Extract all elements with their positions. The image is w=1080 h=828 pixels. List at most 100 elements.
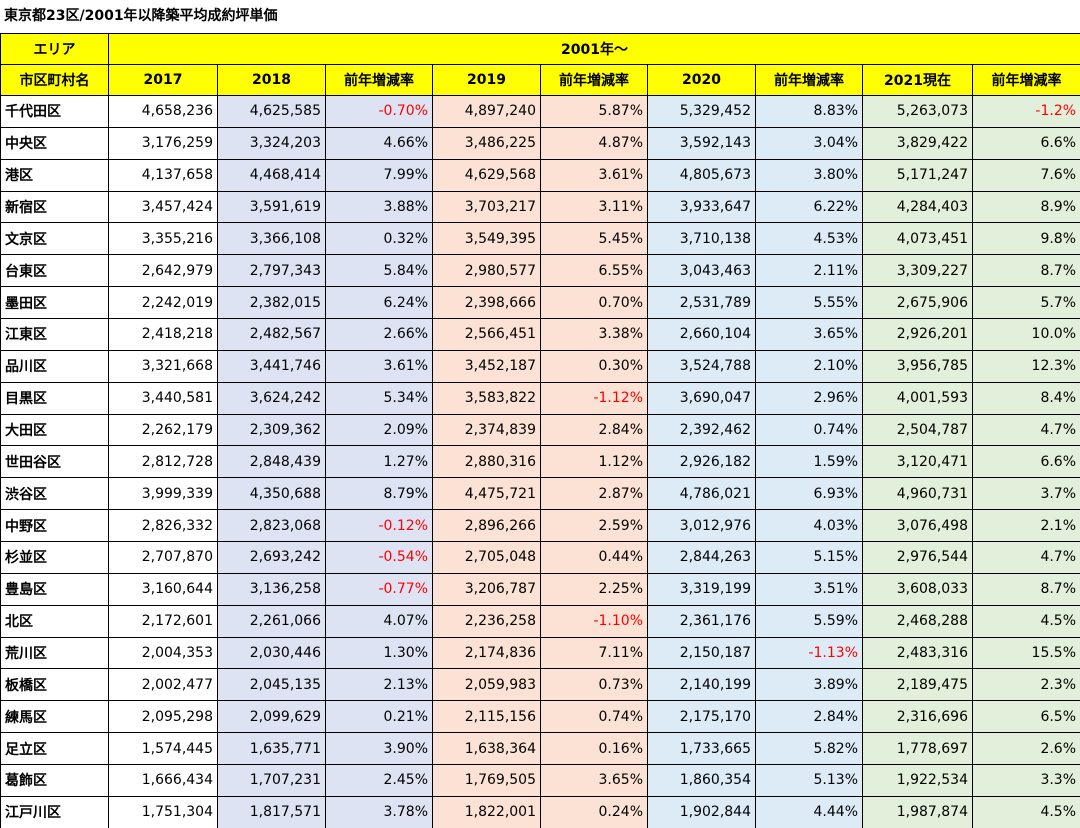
header-cell: エリア	[0, 33, 109, 65]
value-cell: 2,675,906	[862, 286, 973, 320]
value-cell: 2,099,629	[217, 700, 326, 734]
value-cell: 1,638,364	[432, 732, 541, 766]
value-cell: 2,483,316	[862, 636, 973, 670]
value-cell: 2,059,983	[432, 668, 541, 702]
value-cell: 5.7%	[971, 286, 1080, 320]
value-cell: 0.70%	[540, 286, 648, 320]
value-cell: 3,549,395	[432, 222, 541, 256]
value-cell: 2,115,156	[432, 700, 541, 734]
value-cell: 0.74%	[540, 700, 648, 734]
value-cell: 8.4%	[971, 381, 1080, 415]
value-cell: 4.5%	[971, 604, 1080, 638]
value-cell: 5,329,452	[647, 95, 756, 128]
value-cell: 2,174,836	[432, 636, 541, 670]
value-cell: 5.13%	[755, 764, 863, 797]
value-cell: 2.3%	[971, 668, 1080, 702]
value-cell: 4.7%	[971, 541, 1080, 574]
value-cell: -0.70%	[325, 95, 433, 128]
value-cell: 12.3%	[971, 349, 1080, 383]
value-cell: 3,583,822	[432, 381, 541, 415]
value-cell: 1,769,505	[432, 764, 541, 797]
data-row: 杉並区 2,707,870 2,693,242 -0.54% 2,705,048 0.44…	[0, 541, 1080, 574]
value-cell: 5.45%	[540, 222, 648, 256]
value-cell: 2.84%	[540, 413, 648, 447]
ward-name: 港区	[0, 158, 109, 192]
value-cell: 0.32%	[325, 222, 433, 256]
ward-name: 板橋区	[0, 668, 109, 702]
value-cell: 2,175,170	[647, 700, 756, 734]
value-cell: 3,012,976	[647, 509, 756, 543]
value-cell: 2,980,577	[432, 254, 541, 288]
value-cell: 2,361,176	[647, 604, 756, 638]
value-cell: 0.44%	[540, 541, 648, 574]
value-cell: 2,150,187	[647, 636, 756, 670]
data-row: 足立区 1,574,445 1,635,771 3.90% 1,638,364 0.16%…	[0, 732, 1080, 766]
header-cell: 2018	[217, 64, 326, 96]
value-cell: 2.10%	[755, 349, 863, 383]
header-row: エリア 2001年～	[0, 33, 1080, 65]
value-cell: 0.24%	[540, 795, 648, 828]
data-row: 千代田区 4,658,236 4,625,585 -0.70% 4,897,240 5.8…	[0, 95, 1080, 128]
value-cell: 0.16%	[540, 732, 648, 766]
value-cell: 4,629,568	[432, 158, 541, 192]
value-cell: 2.13%	[325, 668, 433, 702]
value-cell: 3,591,619	[217, 190, 326, 224]
value-cell: 3,206,787	[432, 572, 541, 606]
value-cell: -0.54%	[325, 541, 433, 574]
value-cell: 5.55%	[755, 286, 863, 320]
value-cell: 4.66%	[325, 126, 433, 160]
value-cell: 3.65%	[755, 318, 863, 351]
value-cell: 3,324,203	[217, 126, 326, 160]
value-cell: 2,398,666	[432, 286, 541, 320]
data-row: 中野区 2,826,332 2,823,068 -0.12% 2,896,266 2.59…	[0, 509, 1080, 543]
value-cell: 10.0%	[971, 318, 1080, 351]
value-cell: 2,504,787	[862, 413, 973, 447]
value-cell: 6.6%	[971, 126, 1080, 160]
value-cell: 4,625,585	[217, 95, 326, 128]
value-cell: 3,366,108	[217, 222, 326, 256]
value-cell: 4,960,731	[862, 477, 973, 511]
header-cell: 2019	[432, 64, 541, 96]
value-cell: 5.82%	[755, 732, 863, 766]
value-cell: 4.03%	[755, 509, 863, 543]
value-cell: 2.84%	[755, 700, 863, 734]
data-row: 台東区 2,642,979 2,797,343 5.84% 2,980,577 6.55%…	[0, 254, 1080, 288]
value-cell: 8.79%	[325, 477, 433, 511]
value-cell: 3.80%	[755, 158, 863, 192]
value-cell: 2,707,870	[108, 541, 218, 574]
value-cell: 2,242,019	[108, 286, 218, 320]
value-cell: 2,896,266	[432, 509, 541, 543]
ward-name: 葛飾区	[0, 764, 109, 797]
value-cell: 2,926,182	[647, 445, 756, 479]
ward-name: 品川区	[0, 349, 109, 383]
value-cell: -0.77%	[325, 572, 433, 606]
header-cell: 2021現在	[862, 64, 973, 96]
value-cell: 3.11%	[540, 190, 648, 224]
value-cell: 3,176,259	[108, 126, 218, 160]
data-row: 世田谷区 2,812,728 2,848,439 1.27% 2,880,316 1.12…	[0, 445, 1080, 479]
ward-name: 渋谷区	[0, 477, 109, 511]
value-cell: 3.7%	[971, 477, 1080, 511]
value-cell: 4,284,403	[862, 190, 973, 224]
value-cell: 2,002,477	[108, 668, 218, 702]
ward-name: 江東区	[0, 318, 109, 351]
value-cell: 3.3%	[971, 764, 1080, 797]
value-cell: 5.34%	[325, 381, 433, 415]
value-cell: 1.30%	[325, 636, 433, 670]
value-cell: 2,826,332	[108, 509, 218, 543]
value-cell: 5,263,073	[862, 95, 973, 128]
table-body: 千代田区 4,658,236 4,625,585 -0.70% 4,897,240 5.8…	[0, 95, 1080, 828]
value-cell: 2,976,544	[862, 541, 973, 574]
ward-name: 台東区	[0, 254, 109, 288]
value-cell: 2,374,839	[432, 413, 541, 447]
value-cell: 15.5%	[971, 636, 1080, 670]
value-cell: 4,658,236	[108, 95, 218, 128]
value-cell: 1,902,844	[647, 795, 756, 828]
value-cell: 2,392,462	[647, 413, 756, 447]
value-cell: 5,171,247	[862, 158, 973, 192]
value-cell: 2,004,353	[108, 636, 218, 670]
value-cell: 2.6%	[971, 732, 1080, 766]
value-cell: 2,309,362	[217, 413, 326, 447]
value-cell: 3,355,216	[108, 222, 218, 256]
